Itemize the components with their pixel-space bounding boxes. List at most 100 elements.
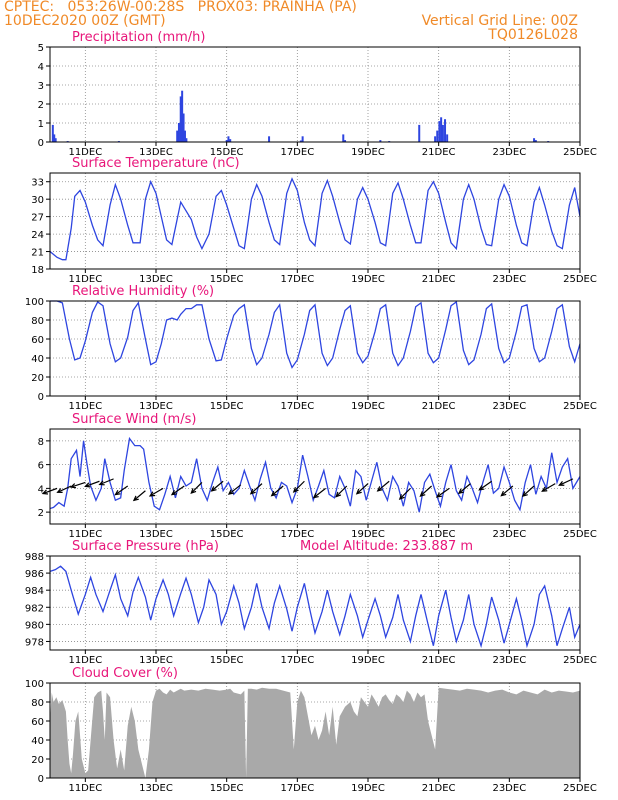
wind-arrow-shaft <box>293 480 305 493</box>
wind-arrow-head <box>69 483 77 489</box>
precip-bar <box>54 138 57 142</box>
xtick-label: 21DEC <box>422 783 456 794</box>
xtick-label: 17DEC <box>280 274 314 285</box>
wind-arrow-shaft <box>133 490 146 501</box>
ytick-label: 40 <box>31 736 44 747</box>
wind-arrow-shaft <box>190 482 203 494</box>
ytick-label: 20 <box>31 373 44 384</box>
precip-bar <box>179 96 182 142</box>
xtick-label: 21DEC <box>422 274 456 285</box>
wind-arrow-shaft <box>313 487 326 499</box>
wind-arrow <box>190 482 203 495</box>
panel-title: Surface Temperature (nC) <box>72 156 240 171</box>
xtick-label: 13DEC <box>139 274 173 285</box>
wind-arrow <box>335 485 348 498</box>
xtick-label: 25DEC <box>563 401 597 412</box>
wind-arrow-head <box>435 492 443 498</box>
xtick-label: 19DEC <box>351 401 385 412</box>
ytick-label: 60 <box>31 717 44 728</box>
precip-bar <box>418 124 421 142</box>
wind-arrow-shaft <box>541 483 556 492</box>
wind-arrow-shaft <box>522 485 535 497</box>
wind-arrow-head <box>227 489 234 495</box>
wind-arrow-head <box>56 488 63 494</box>
wind-arrow-shaft <box>500 485 514 497</box>
wind-arrow <box>132 490 146 502</box>
wind-arrow-head <box>292 486 299 493</box>
wind-arrow-shaft <box>149 487 164 497</box>
ytick-label: 80 <box>31 698 44 709</box>
wind-arrow <box>292 480 305 493</box>
wind-arrow <box>500 485 514 497</box>
xtick-label: 19DEC <box>351 274 385 285</box>
xtick-label: 23DEC <box>492 529 526 540</box>
wind-arrow-shaft <box>115 485 129 496</box>
precip-bar <box>440 117 443 142</box>
panel-frame <box>49 300 581 397</box>
xtick-label: 23DEC <box>492 274 526 285</box>
precip-bar <box>53 134 56 142</box>
ytick-label: 5 <box>38 43 44 54</box>
xtick-label: 25DEC <box>563 655 597 666</box>
xtick-label: 21DEC <box>422 655 456 666</box>
wind-arrow-head <box>376 486 383 492</box>
wind-arrow-head <box>355 488 362 495</box>
ytick-label: 986 <box>25 569 44 580</box>
ytick-label: 1 <box>38 119 44 130</box>
wind-arrow <box>270 485 284 497</box>
ytick-label: 988 <box>25 552 44 563</box>
xtick-label: 11DEC <box>68 655 102 666</box>
series-line <box>49 436 581 513</box>
ytick-label: 20 <box>31 755 44 766</box>
ytick-label: 2 <box>38 100 44 111</box>
precip-bar <box>181 90 184 142</box>
precip-bar <box>176 130 179 142</box>
wind-arrow-head <box>457 488 464 495</box>
run-datetime: 10DEC2020 00Z (GMT) <box>4 13 166 29</box>
wind-arrow-head <box>500 490 507 497</box>
wind-arrow <box>398 487 411 500</box>
wind-arrow-head <box>148 491 156 497</box>
model-altitude-note: Model Altitude: 233.887 m <box>300 539 473 554</box>
ytick-label: 0 <box>38 392 44 403</box>
wind-arrow <box>170 485 185 496</box>
wind-arrow-shaft <box>399 487 411 500</box>
panel-frame <box>49 428 581 525</box>
xtick-label: 23DEC <box>492 147 526 158</box>
wind-arrow-head <box>84 482 91 488</box>
xtick-label: 25DEC <box>563 529 597 540</box>
xtick-label: 17DEC <box>280 529 314 540</box>
wind-arrow-shaft <box>356 483 369 495</box>
precip-bar <box>342 134 345 142</box>
ytick-label: 2 <box>38 508 44 519</box>
wind-arrow-shaft <box>57 485 72 493</box>
wind-arrow-head <box>114 489 121 496</box>
ytick-label: 6 <box>38 461 44 472</box>
xtick-label: 15DEC <box>210 529 244 540</box>
wind-arrow-head <box>132 495 139 502</box>
wind-arrow-shaft <box>228 484 242 495</box>
ytick-label: 0 <box>38 774 44 785</box>
xtick-label: 23DEC <box>492 401 526 412</box>
wind-arrow-shaft <box>436 487 450 498</box>
precip-bar <box>185 138 188 142</box>
series-line <box>49 565 581 649</box>
panel-2: 0 20 40 60 80 100 11DEC 13DEC 15DEC 17DEC 19DEC 21D… <box>25 284 597 412</box>
wind-arrow <box>114 485 129 496</box>
wind-arrow <box>227 484 242 495</box>
xtick-label: 17DEC <box>280 655 314 666</box>
wind-arrow <box>210 480 224 492</box>
wind-arrow-head <box>541 486 548 492</box>
wind-arrow <box>435 487 450 498</box>
xtick-label: 19DEC <box>351 529 385 540</box>
xtick-label: 15DEC <box>210 401 244 412</box>
precip-bar <box>441 124 444 142</box>
wind-arrow-head <box>41 489 49 495</box>
ytick-label: 24 <box>31 230 44 241</box>
ytick-label: 60 <box>31 335 44 346</box>
xtick-label: 11DEC <box>68 401 102 412</box>
wind-arrow-shaft <box>85 480 100 487</box>
wind-arrow <box>376 480 390 492</box>
wind-arrow-shaft <box>479 480 493 491</box>
wind-arrow-head <box>558 480 565 486</box>
